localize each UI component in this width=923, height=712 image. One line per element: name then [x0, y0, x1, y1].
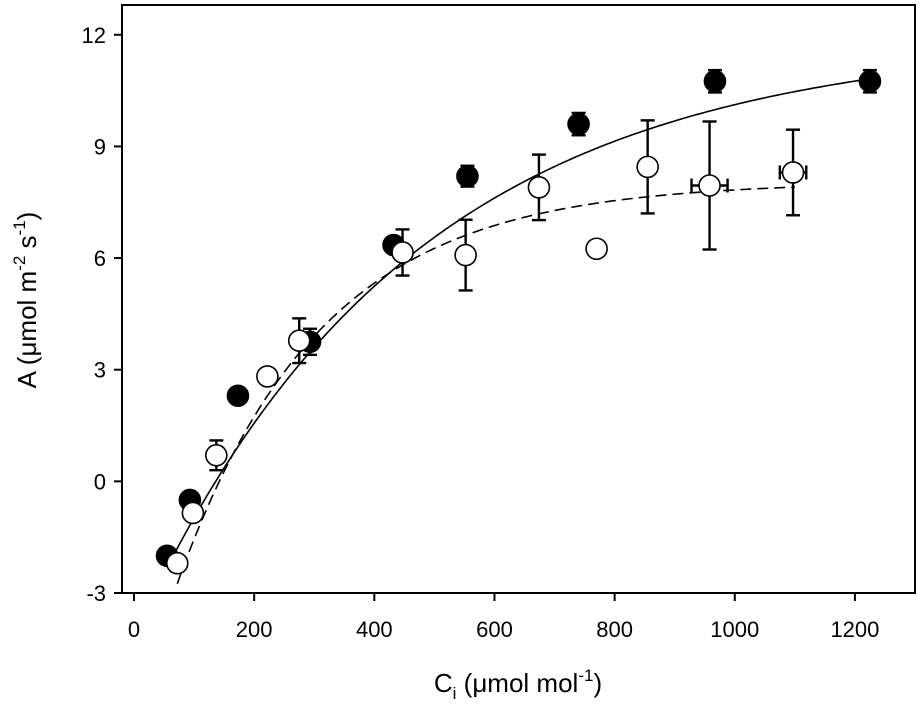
x-axis-title-units: (μmol mol — [456, 668, 578, 698]
filled-point — [456, 164, 479, 188]
y-tick-label: 6 — [94, 246, 106, 271]
x-axis-title-sub: i — [453, 684, 457, 703]
y-tick-label: 0 — [94, 469, 106, 494]
y-tick-label: 3 — [94, 358, 106, 383]
x-axis-title-main: C — [434, 668, 453, 698]
x-tick-label: 600 — [476, 617, 513, 642]
open-point — [636, 155, 659, 179]
x-tick-label: 0 — [128, 617, 140, 642]
x-axis-title: Ci (μmol mol-1) — [434, 666, 602, 703]
x-tick-label: 800 — [596, 617, 633, 642]
open-point — [391, 241, 414, 264]
x-axis-title-units-sup: -1 — [578, 666, 593, 685]
filled-point — [703, 69, 727, 93]
filled-point — [567, 112, 590, 136]
y-axis-title-sup1: -2 — [10, 256, 29, 271]
fit-curves — [166, 78, 871, 585]
x-axis-title-close: ) — [593, 668, 602, 698]
y-axis-title-close: ) — [12, 212, 42, 221]
x-tick-label: 200 — [236, 617, 273, 642]
open-point — [165, 551, 189, 575]
x-tick-label: 400 — [356, 617, 393, 642]
open-point — [527, 176, 551, 199]
plot-border — [121, 4, 916, 594]
open-point — [181, 501, 205, 525]
open-point — [205, 444, 228, 467]
open-point — [287, 329, 311, 352]
open-fit-line — [176, 186, 795, 585]
open-point — [585, 237, 608, 261]
x-tick-label: 1000 — [710, 617, 759, 642]
y-tick-label: 9 — [94, 134, 106, 159]
filled-point — [226, 384, 250, 408]
y-axis-title: A (μmol m-2 s-1) — [10, 212, 42, 389]
y-tick-label: -3 — [86, 581, 106, 606]
plot-frame — [121, 4, 916, 594]
open-point — [781, 161, 805, 184]
open-point — [698, 174, 721, 197]
data-points — [155, 69, 882, 575]
filled-fit-line — [166, 78, 871, 569]
y-axis-title-part1: A (μmol m — [12, 271, 42, 389]
x-tick-label: 1200 — [830, 617, 879, 642]
open-point — [256, 365, 279, 388]
y-axis-title-sup2: -1 — [10, 220, 29, 235]
y-axis-ticks: -3 0 3 6 9 12 — [82, 23, 122, 606]
filled-point — [858, 69, 882, 93]
x-axis-ticks: 0 200 400 600 800 1000 1200 — [128, 593, 879, 642]
open-point — [454, 243, 477, 267]
y-tick-label: 12 — [82, 23, 106, 48]
y-axis-title-part2: s — [12, 235, 42, 255]
